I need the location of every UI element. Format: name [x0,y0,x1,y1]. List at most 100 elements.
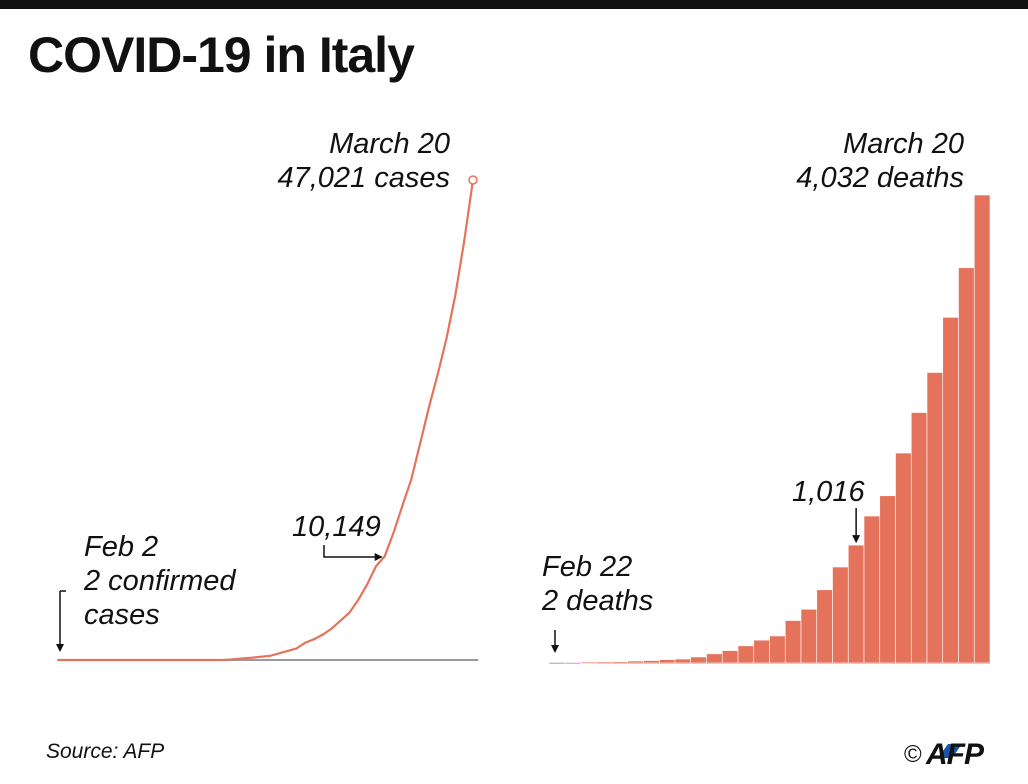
deaths-bar-feb-24 [580,661,597,664]
deaths-bar-mar-10 [816,589,833,664]
deaths-bar-mar-20 [973,194,991,664]
deaths-bar-mar-7 [769,635,786,664]
cases-end-value: 47,021 cases [277,162,450,194]
cases-point-feb-3 [65,658,68,661]
cases-point-feb-22 [233,658,236,661]
deaths-bar-feb-27 [627,660,644,664]
cases-end-date: March 20 [329,128,450,160]
cases-point-mar-19 [463,240,466,243]
afp-logo-text: AFP [926,738,984,771]
deaths-bar-mar-12 [847,544,865,664]
cases-point-feb-10 [127,658,130,661]
deaths-bar-mar-3 [706,653,723,664]
cases-point-feb-24 [251,656,254,659]
cases-start-arrowhead [56,644,64,652]
cases-point-mar-17 [445,337,448,340]
deaths-bar-mar-6 [753,639,770,664]
copyright-symbol: © [904,741,922,768]
cases-point-feb-17 [189,658,192,661]
cases-point-feb-23 [242,657,245,660]
cases-end-annotation: March 20 47,021 cases [250,127,450,195]
afp-logo: AFP [926,738,984,772]
cases-point-mar-18 [454,294,457,297]
cases-point-feb-16 [180,658,183,661]
deaths-end-annotation: March 20 4,032 deaths [760,127,964,195]
deaths-bar-feb-23 [564,662,581,665]
cases-point-feb-26 [268,654,271,657]
cases-point-feb-6 [92,658,95,661]
cases-point-mar-5 [339,619,342,622]
cases-point-feb-11 [136,658,139,661]
cases-point-mar-14 [419,443,422,446]
cases-point-feb-29 [295,647,298,650]
cases-point-mar-3 [321,633,324,636]
cases-start-value: 2 confirmed [84,565,236,597]
cases-point-feb-19 [207,658,210,661]
deaths-bar-mar-16 [910,412,928,664]
deaths-bar-mar-9 [800,608,818,664]
cases-point-feb-8 [109,658,112,661]
cases-start-unit: cases [84,599,160,631]
deaths-bar-feb-29 [658,659,676,664]
deaths-mid-arrowhead [852,535,861,544]
cases-point-mar-15 [427,406,430,409]
deaths-start-date: Feb 22 [542,551,633,583]
deaths-end-date: March 20 [843,128,964,160]
cases-start-annotation: Feb 2 2 confirmed cases [84,530,236,632]
deaths-bar-mar-5 [737,645,755,664]
deaths-end-value: 4,032 deaths [796,162,964,194]
deaths-bar-mar-13 [863,515,881,664]
deaths-bar-mar-17 [926,372,944,664]
cases-point-feb-18 [198,658,201,661]
cases-point-mar-9 [374,565,377,568]
deaths-bar-mar-2 [690,656,707,664]
deaths-bar-mar-8 [784,620,802,664]
deaths-bar-mar-4 [721,650,739,664]
page-title: COVID-19 in Italy [28,27,415,83]
cases-point-feb-27 [277,652,280,655]
top-rule [0,0,1028,9]
cases-point-mar-10 [383,555,386,558]
cases-point-feb-21 [224,658,227,661]
deaths-bar-feb-26 [611,661,629,664]
cases-point-mar-1 [304,641,307,644]
cases-point-mar-7 [357,598,360,601]
cases-point-feb-20 [215,658,218,661]
deaths-bar-mar-14 [879,495,896,664]
cases-point-mar-2 [313,638,316,641]
cases-point-feb-4 [74,658,77,661]
afp-logo-mark [938,744,962,758]
cases-point-feb-7 [101,658,104,661]
cases-point-mar-13 [410,478,413,481]
deaths-bar-feb-25 [595,661,613,664]
cases-point-feb-5 [83,658,86,661]
cases-point-mar-12 [401,504,404,507]
deaths-bar-feb-22 [548,662,566,665]
deaths-bar-mar-19 [958,267,975,664]
deaths-start-arrowhead [551,645,559,653]
cases-point-mar-4 [330,627,333,630]
cases-point-feb-13 [154,658,157,661]
deaths-mid-annotation: 1,016 [792,476,865,508]
cases-point-mar-16 [436,373,439,376]
cases-point-feb-12 [145,658,148,661]
cases-point-feb-15 [171,658,174,661]
cases-point-feb-28 [286,649,289,652]
source-note: Source: AFP [46,740,165,763]
cases-point-feb-2 [57,658,59,661]
cases-mid-arrow [323,545,377,558]
cases-start-date: Feb 2 [84,531,159,563]
cases-point-feb-25 [260,655,263,658]
deaths-bar-mar-1 [674,658,692,664]
cases-mid-arrowhead [374,553,383,561]
deaths-start-value: 2 deaths [542,585,654,617]
cases-point-feb-9 [118,658,121,661]
deaths-start-annotation: Feb 22 2 deaths [542,550,653,618]
cases-point-feb-14 [162,658,165,661]
cases-mid-annotation: 10,149 [292,511,381,543]
cases-point-mar-6 [348,611,351,614]
cases-end-marker [468,175,478,185]
cases-point-mar-11 [392,531,395,534]
deaths-bar-mar-11 [832,566,849,664]
